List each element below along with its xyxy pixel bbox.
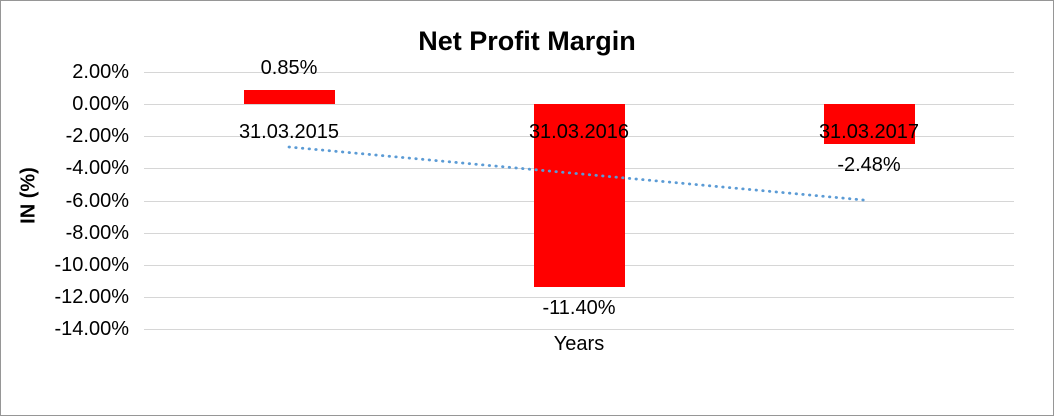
y-tick-label: -4.00% [65, 157, 129, 179]
bar-31.03.2015 [244, 90, 335, 104]
chart-title: Net Profit Margin [418, 26, 636, 56]
gridline [144, 72, 1014, 73]
y-tick-label: -10.00% [54, 254, 130, 276]
x-axis-title: Years [553, 333, 605, 355]
y-tick-label: -14.00% [54, 318, 130, 340]
gridline [144, 297, 1014, 298]
category-label: 31.03.2016 [528, 121, 630, 143]
y-tick-label: -2.00% [65, 125, 129, 147]
y-tick-label: 2.00% [72, 61, 129, 83]
bar-31.03.2017 [824, 104, 915, 144]
data-label: -11.40% [542, 297, 616, 319]
category-label: 31.03.2017 [818, 121, 920, 143]
y-tick-label: -8.00% [65, 222, 129, 244]
gridline [144, 329, 1014, 330]
y-tick-label: -12.00% [54, 286, 130, 308]
y-tick-label: -6.00% [65, 190, 129, 212]
y-tick-label: 0.00% [72, 93, 129, 115]
data-label: -2.48% [837, 154, 901, 176]
category-label: 31.03.2015 [238, 121, 340, 143]
data-label: 0.85% [260, 57, 318, 79]
